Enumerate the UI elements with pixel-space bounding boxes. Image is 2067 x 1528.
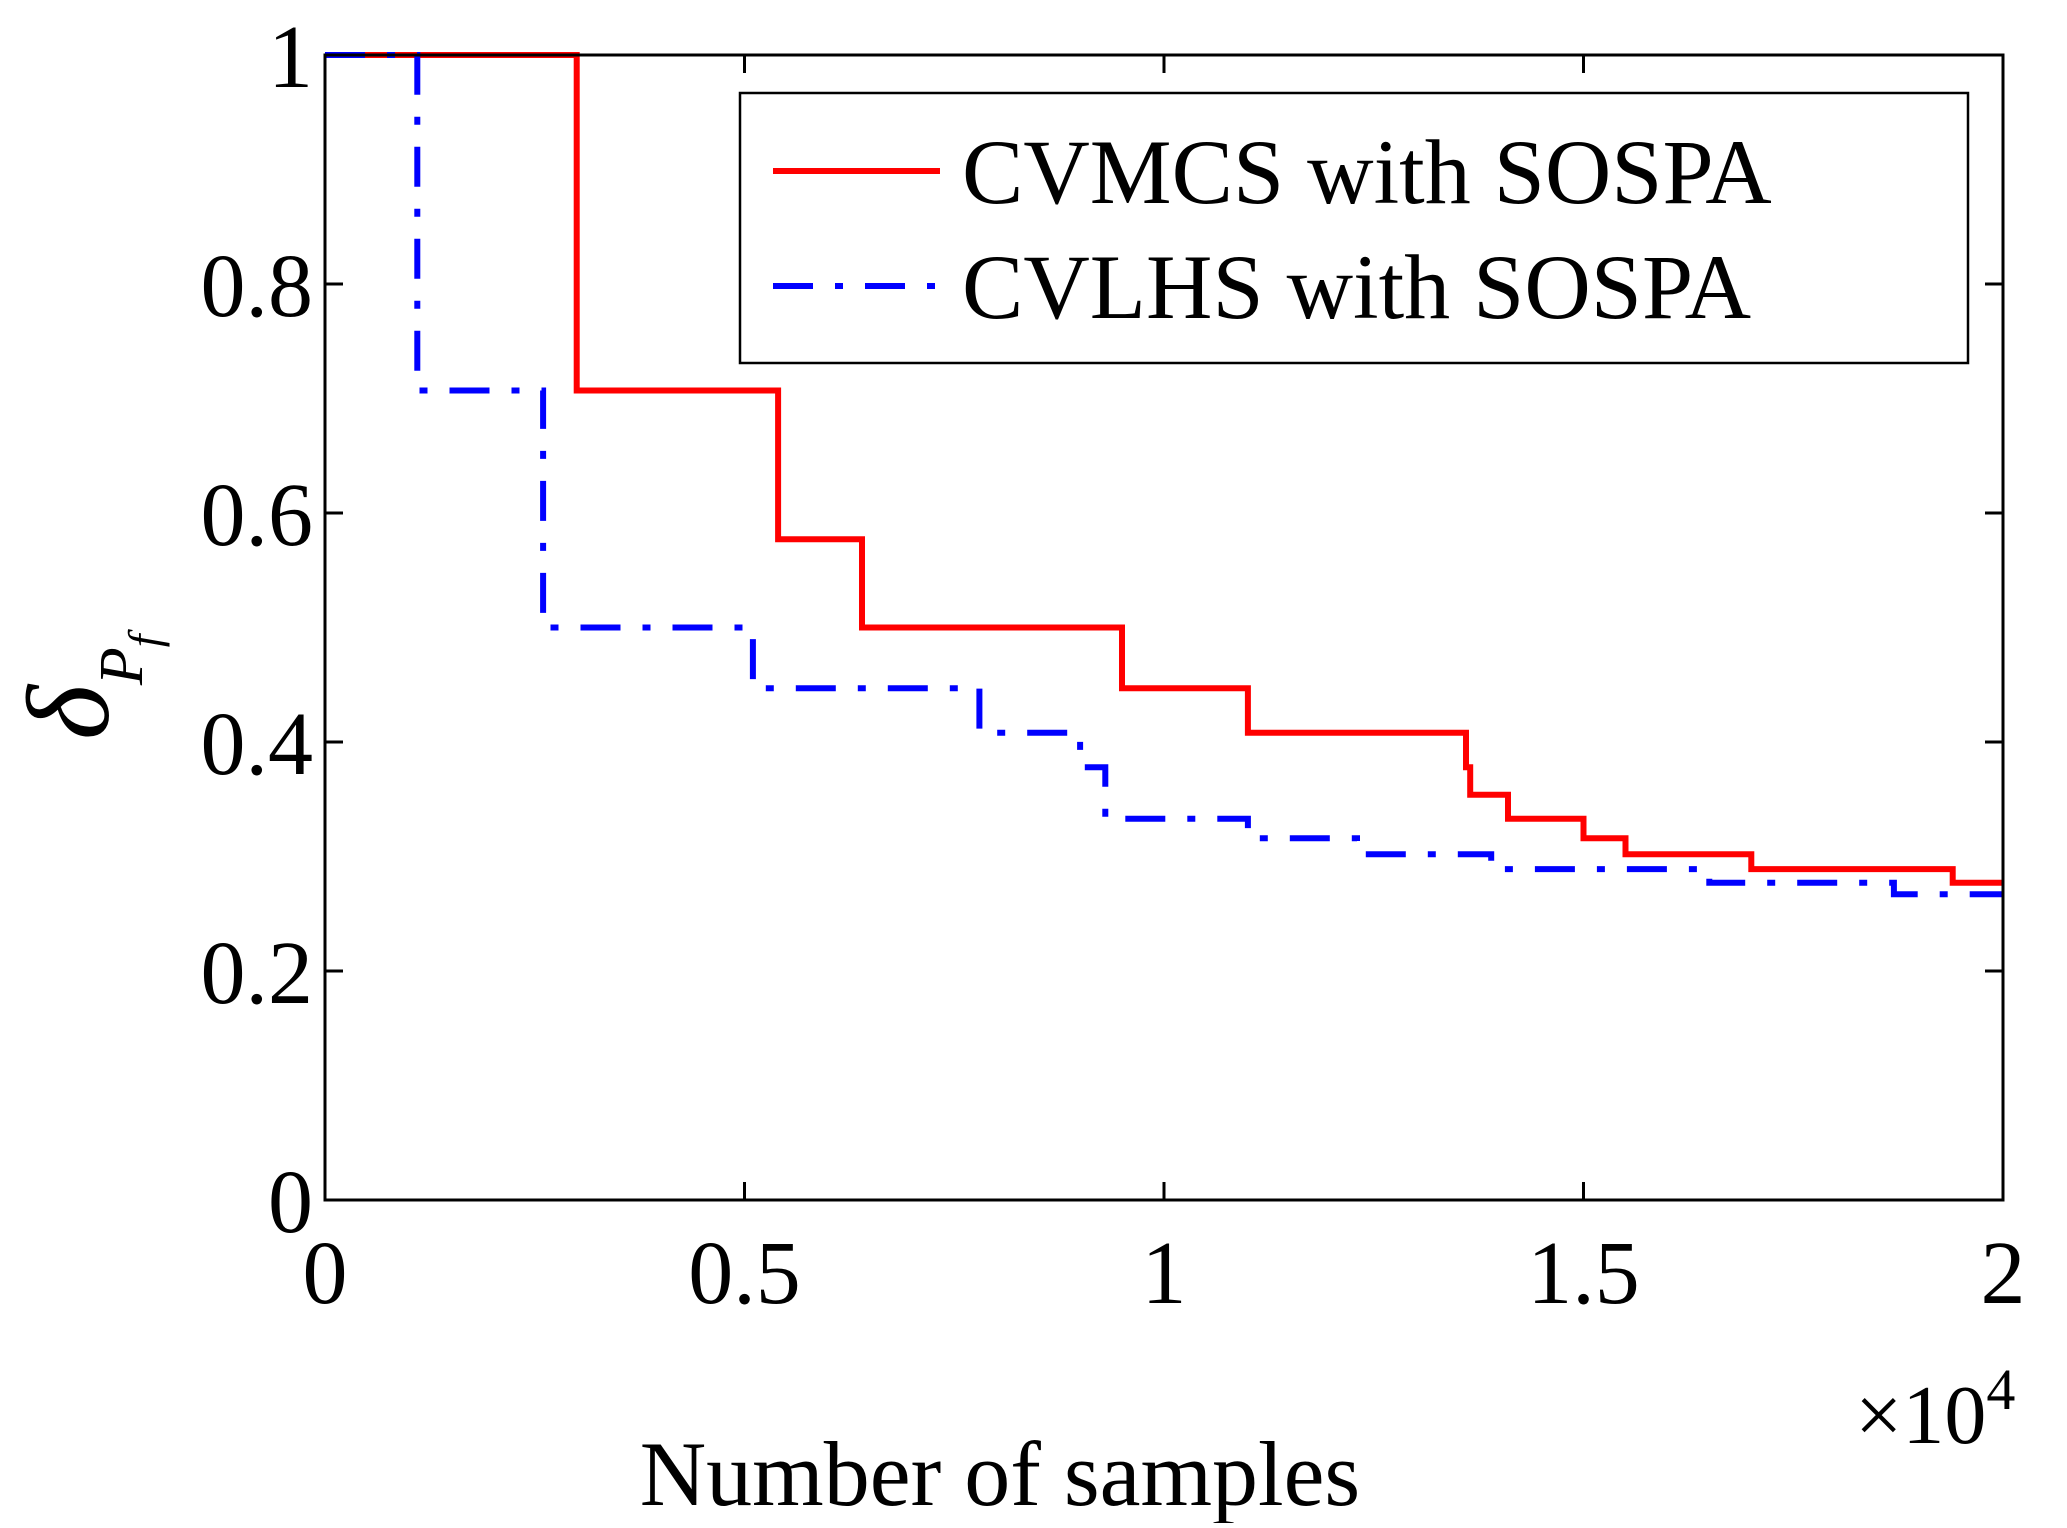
y-title-sub: P — [88, 647, 156, 686]
y-tick-label: 1 — [268, 8, 313, 107]
series-line-1 — [325, 52, 2003, 886]
y-tick-label: 0 — [268, 1153, 313, 1252]
legend-label-2: CVLHS with SOSPA — [962, 236, 1751, 338]
series-line-2 — [325, 52, 2003, 898]
series-layer — [325, 52, 2003, 898]
legend: CVMCS with SOSPA CVLHS with SOSPA — [738, 91, 1970, 365]
legend-label-1: CVMCS with SOSPA — [962, 121, 1772, 223]
x-axis-multiplier: ×104 — [1855, 1357, 2015, 1462]
x-tick-label: 0 — [303, 1224, 348, 1323]
legend-box — [738, 91, 1970, 365]
x-multiplier-exponent: 4 — [1986, 1357, 2015, 1422]
y-tick-label: 0.2 — [201, 924, 314, 1023]
y-title-symbol: δ — [3, 683, 134, 740]
y-tick-label: 0.4 — [201, 695, 314, 794]
x-tick-label: 2 — [1981, 1224, 2026, 1323]
x-axis-title: Number of samples — [640, 1423, 1361, 1523]
x-multiplier-base: ×10 — [1855, 1369, 1986, 1462]
y-tick-label: 0.8 — [201, 237, 314, 336]
x-tick-label: 1.5 — [1527, 1224, 1640, 1323]
x-tick-label: 0.5 — [688, 1224, 801, 1323]
y-tick-label: 0.6 — [201, 466, 314, 565]
tick-layer: 0 0.5 1 1.5 2 0 0.2 0.4 0.6 0.8 1 — [201, 8, 2026, 1323]
x-tick-label: 1 — [1142, 1224, 1187, 1323]
